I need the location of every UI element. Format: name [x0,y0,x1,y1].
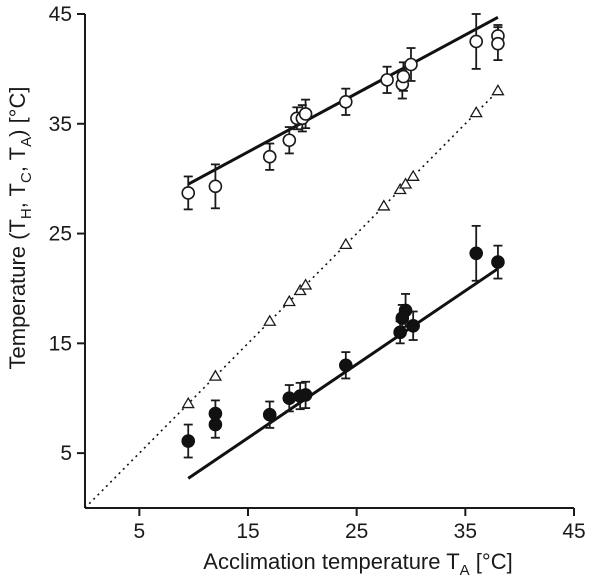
filled-circle-point [469,246,484,261]
filled-circle-point [262,407,277,422]
y-tick-label: 45 [49,3,72,26]
filled-circle-point [208,417,223,432]
open-triangle-point [293,283,307,296]
open-triangle-point [398,177,413,189]
open-circle-point [262,149,277,164]
fit-line-dotted [84,90,499,509]
open-circle-point [469,34,484,49]
x-tick-label: 5 [133,520,145,543]
y-axis-title-sub-a: A [18,137,35,147]
open-triangle-point [377,199,391,211]
y-axis-title-sep-1: , T [5,183,30,208]
open-triangle-point [282,294,296,307]
y-tick-label: 5 [60,442,72,465]
x-axis-title-main: Acclimation temperature T [203,549,459,574]
x-tick-label: 35 [454,520,477,543]
tick-labels: 5 15 25 35 45 5 15 25 35 45 [49,3,586,543]
filled-circle-point [282,391,297,406]
fit-line-solid [187,267,499,480]
x-tick-label: 25 [345,520,368,543]
filled-circle-point [298,388,313,402]
open-triangle-point [298,278,313,290]
open-triangle-point [339,237,353,250]
open-circle-point [298,107,313,121]
y-axis-title-sub-h: H [18,208,35,219]
filled-circle-point [398,303,413,318]
x-axis-title: Acclimation temperature TA [°C] [203,549,512,579]
open-circle-point [338,95,353,109]
open-triangle-point [181,396,195,409]
open-circle-point [404,57,418,72]
open-triangle-point [406,169,420,181]
open-triangle-point [208,369,223,381]
axes [77,13,575,516]
open-triangle-point [469,106,483,118]
open-circle-point [380,73,394,87]
open-triangle-point [393,182,407,195]
open-circle-point [282,133,297,148]
y-axis-title-sub-c: C [18,172,35,183]
filled-circle-point [393,325,407,340]
x-axis-title-unit: [°C] [470,549,513,574]
filled-circle-point [181,434,196,448]
y-axis-title-prefix: Temperature (T [5,219,30,369]
filled-circle-point [406,318,420,333]
open-circle-point [396,69,411,84]
filled-circle-point [339,358,353,373]
open-triangle-point [263,314,277,326]
open-circle-point [181,186,196,200]
y-axis-title: Temperature (TH, TC, TA) [°C] [5,87,35,370]
x-tick-label: 15 [236,520,259,543]
y-tick-label: 15 [49,332,72,355]
y-tick-label: 35 [49,113,72,136]
x-axis-title-sub: A [460,562,470,579]
y-tick-label: 25 [49,223,72,246]
y-axis-title-sep-2: , T [5,147,30,172]
open-triangle-point [491,84,505,96]
y-axis-title-suffix: ) [°C] [5,87,30,137]
filled-circle-point [491,255,505,269]
open-circle-point [208,179,223,194]
fit-lines [84,15,499,509]
open-circle-point [491,36,505,51]
data-markers [181,29,505,448]
error-bars [183,13,503,459]
x-tick-label: 45 [562,520,585,543]
